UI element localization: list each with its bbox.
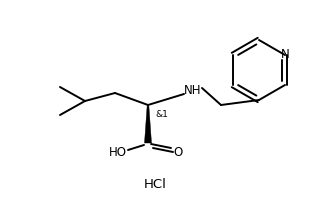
Text: N: N <box>281 48 289 61</box>
Polygon shape <box>144 105 152 143</box>
Text: HO: HO <box>109 147 127 160</box>
Text: NH: NH <box>184 84 202 97</box>
Text: &1: &1 <box>155 110 168 119</box>
Text: O: O <box>173 147 183 160</box>
Text: HCl: HCl <box>143 179 166 192</box>
